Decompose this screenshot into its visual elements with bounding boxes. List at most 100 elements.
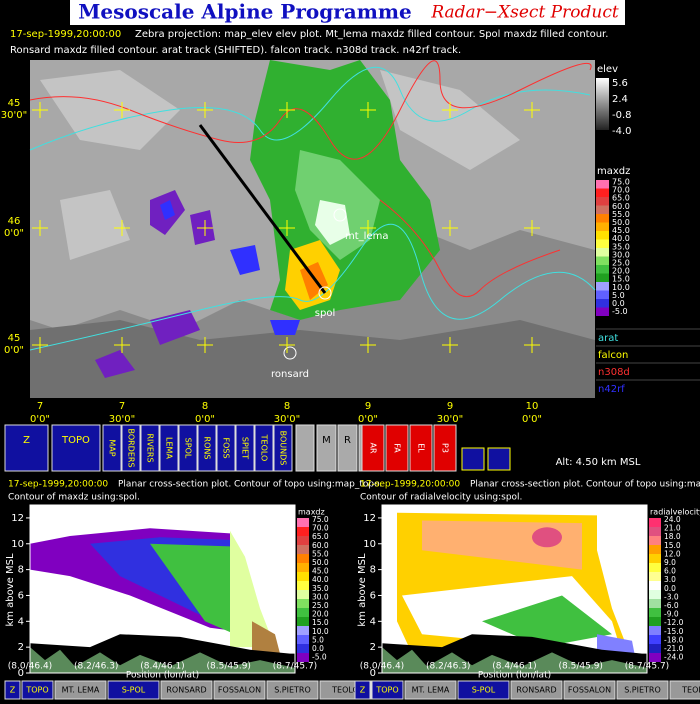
button-label[interactable]: FOSS [222, 437, 231, 458]
toolbar-button[interactable]: M [316, 424, 337, 472]
toolbar-button[interactable]: SPIET [235, 424, 255, 472]
button-face[interactable] [616, 680, 669, 700]
toolbar-button[interactable]: RONS [197, 424, 217, 472]
button-label[interactable]: SPOL [184, 438, 193, 459]
button-face[interactable] [197, 424, 217, 472]
toolbar-button[interactable]: BORDERS [121, 424, 141, 472]
toolbar-button[interactable]: SPOL [178, 424, 198, 472]
button-face[interactable] [51, 424, 101, 472]
toolbar-button[interactable]: MAP [102, 424, 122, 472]
button-label[interactable]: LEMA [165, 437, 174, 459]
bottom-button[interactable]: FOSSALON [563, 680, 616, 700]
toolbar-button[interactable]: R [337, 424, 358, 472]
button-face[interactable] [54, 680, 107, 700]
bottom-button[interactable]: TOPO [371, 680, 404, 700]
button-face[interactable] [266, 680, 319, 700]
toolbar-button[interactable]: EL [409, 424, 433, 472]
bottom-button[interactable]: Z [4, 680, 21, 700]
button-face[interactable] [295, 424, 315, 472]
button-face[interactable] [102, 424, 122, 472]
button-face[interactable] [669, 680, 700, 700]
button-face[interactable] [213, 680, 266, 700]
button-label[interactable]: TOPO [61, 435, 90, 446]
button-label[interactable]: RONSARD [516, 686, 556, 695]
bottom-button[interactable]: RONSARD [510, 680, 563, 700]
button-label[interactable]: RIVERS [146, 433, 155, 462]
button-face[interactable] [461, 447, 485, 471]
bottom-button[interactable]: RONSARD [160, 680, 213, 700]
button-label[interactable]: Z [10, 686, 16, 695]
button-label[interactable]: MT. LEMA [412, 686, 450, 695]
button-face[interactable] [354, 680, 371, 700]
button-label[interactable]: SPIET [241, 437, 250, 459]
button-face[interactable] [254, 424, 274, 472]
button-face[interactable] [316, 424, 337, 472]
bottom-button[interactable]: FOSSALON [213, 680, 266, 700]
button-face[interactable] [337, 424, 358, 472]
button-face[interactable] [457, 680, 510, 700]
button-face[interactable] [4, 680, 21, 700]
button-label[interactable]: TOPO [25, 686, 48, 695]
button-face[interactable] [371, 680, 404, 700]
button-label[interactable]: MT. LEMA [62, 686, 100, 695]
button-face[interactable] [273, 424, 293, 472]
button-face[interactable] [361, 424, 385, 472]
button-label[interactable]: Z [360, 686, 366, 695]
button-label[interactable]: MAP [108, 439, 117, 456]
bottom-button[interactable]: S-POL [457, 680, 510, 700]
button-label[interactable]: BORDERS [127, 428, 136, 467]
button-face[interactable] [235, 424, 255, 472]
button-label[interactable]: BOUNDS [279, 431, 288, 466]
button-face[interactable] [140, 424, 160, 472]
bottom-button[interactable]: TOPO [21, 680, 54, 700]
button-label[interactable]: S-POL [472, 686, 496, 695]
toolbar-button[interactable]: TEOLO [254, 424, 274, 472]
bottom-button[interactable]: S.PIETRO [616, 680, 669, 700]
button-face[interactable] [216, 424, 236, 472]
toolbar-button[interactable]: Z [4, 424, 49, 472]
bottom-button[interactable]: S-POL [107, 680, 160, 700]
bottom-button[interactable]: S.PIETRO [266, 680, 319, 700]
toolbar-button[interactable]: FA [385, 424, 409, 472]
toolbar-button[interactable]: P3 [433, 424, 457, 472]
button-face[interactable] [563, 680, 616, 700]
bottom-button[interactable]: TEOLO [669, 680, 700, 700]
button-face[interactable] [159, 424, 179, 472]
toolbar-button[interactable]: RIVERS [140, 424, 160, 472]
button-label[interactable]: AR [369, 442, 378, 453]
toolbar-button[interactable]: LEMA [159, 424, 179, 472]
button-face[interactable] [510, 680, 563, 700]
button-face[interactable] [121, 424, 141, 472]
button-label[interactable]: S.PIETRO [624, 686, 661, 695]
button-label[interactable]: TEOLO [331, 686, 359, 695]
button-label[interactable]: S.PIETRO [274, 686, 311, 695]
toolbar-button[interactable]: FOSS [216, 424, 236, 472]
button-label[interactable]: TEOLO [681, 686, 700, 695]
button-label[interactable]: S-POL [122, 686, 146, 695]
button-face[interactable] [160, 680, 213, 700]
button-face[interactable] [404, 680, 457, 700]
button-label[interactable]: M [322, 435, 331, 446]
button-label[interactable]: RONSARD [166, 686, 206, 695]
button-label[interactable]: TOPO [375, 686, 398, 695]
button-face[interactable] [4, 424, 49, 472]
button-face[interactable] [487, 447, 511, 471]
button-label[interactable]: P3 [441, 443, 450, 453]
button-label[interactable]: FA [393, 443, 402, 453]
button-label[interactable]: TEOLO [260, 434, 269, 462]
button-face[interactable] [21, 680, 54, 700]
button-face[interactable] [385, 424, 409, 472]
toolbar-button[interactable]: BOUNDS [273, 424, 293, 472]
bottom-button[interactable]: Z [354, 680, 371, 700]
button-label[interactable]: R [344, 435, 351, 446]
toolbar-button[interactable]: AR [361, 424, 385, 472]
bottom-button[interactable]: MT. LEMA [54, 680, 107, 700]
button-label[interactable]: EL [417, 443, 426, 453]
button-label[interactable]: FOSSALON [218, 686, 261, 695]
button-label[interactable]: RONS [203, 437, 212, 460]
toolbar-button[interactable]: TOPO [51, 424, 101, 472]
button-face[interactable] [107, 680, 160, 700]
button-face[interactable] [433, 424, 457, 472]
bottom-button[interactable]: MT. LEMA [404, 680, 457, 700]
button-face[interactable] [178, 424, 198, 472]
